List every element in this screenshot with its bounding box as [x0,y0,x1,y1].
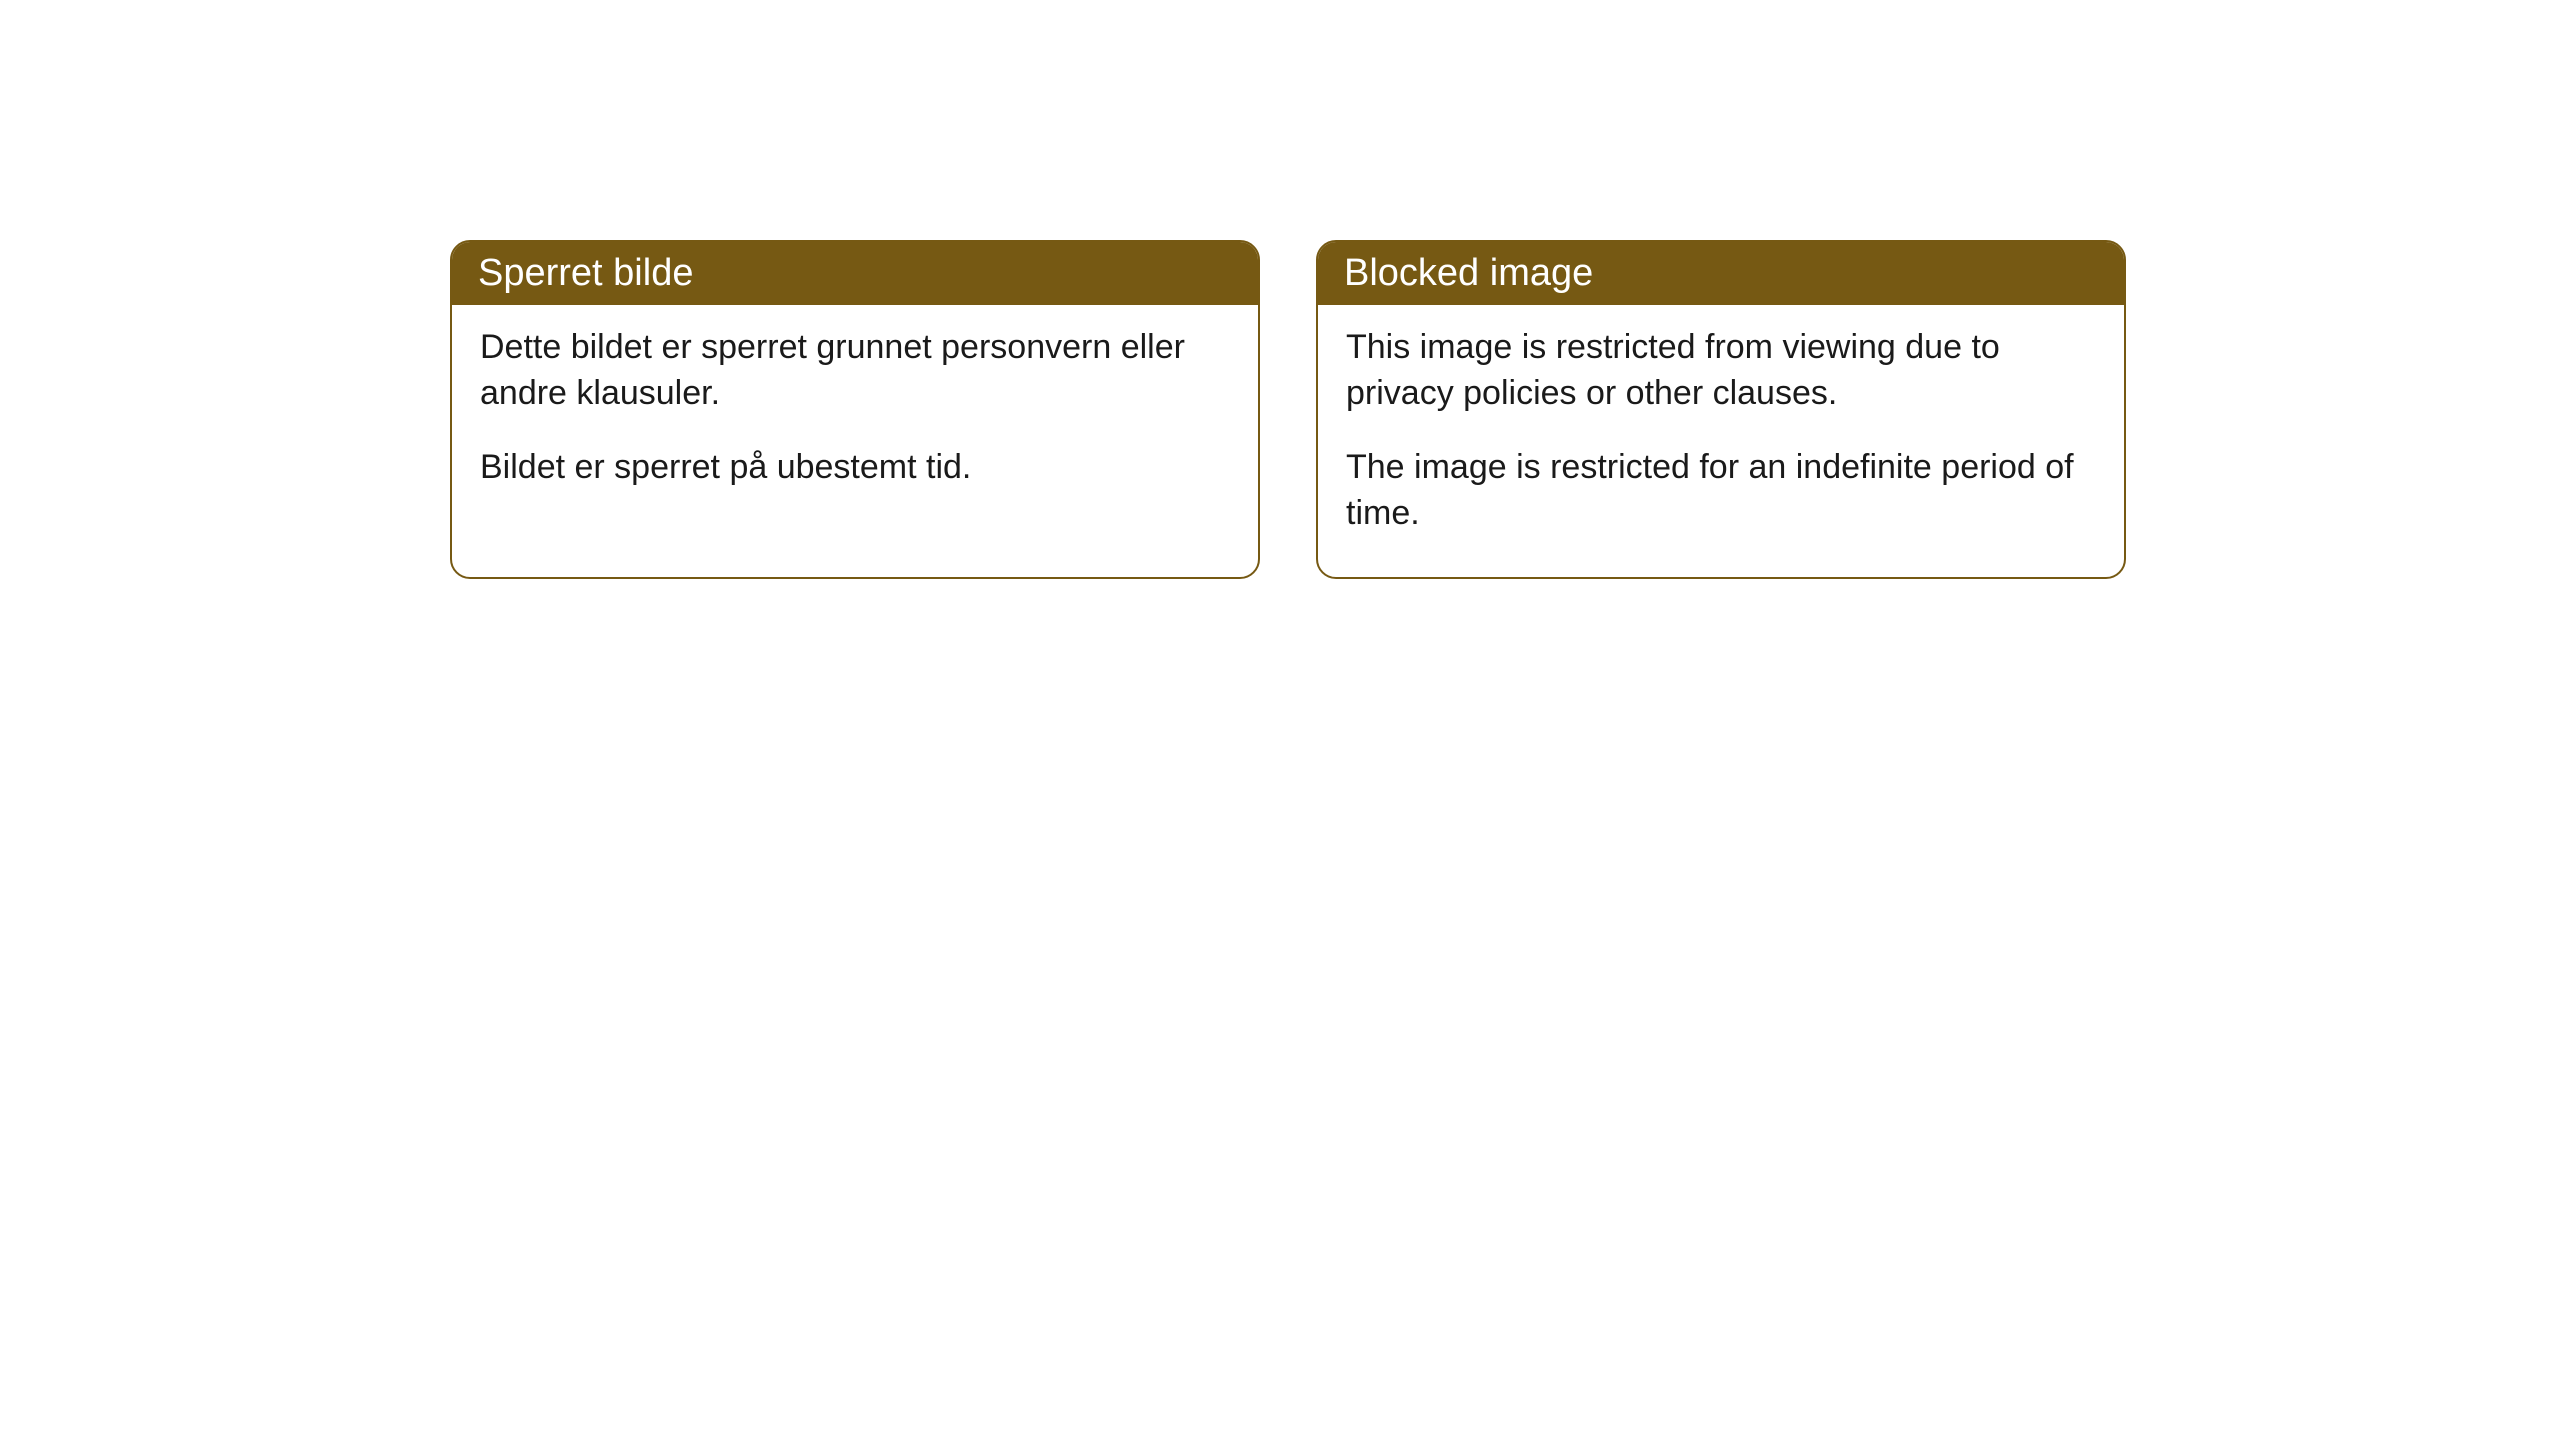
card-header-english: Blocked image [1318,242,2124,305]
blocked-image-card-norwegian: Sperret bilde Dette bildet er sperret gr… [450,240,1260,579]
card-paragraph: Dette bildet er sperret grunnet personve… [480,325,1230,417]
card-paragraph: Bildet er sperret på ubestemt tid. [480,445,1230,491]
card-header-norwegian: Sperret bilde [452,242,1258,305]
card-body-english: This image is restricted from viewing du… [1318,305,2124,577]
blocked-image-card-english: Blocked image This image is restricted f… [1316,240,2126,579]
card-paragraph: This image is restricted from viewing du… [1346,325,2096,417]
notice-cards-container: Sperret bilde Dette bildet er sperret gr… [450,240,2126,579]
card-body-norwegian: Dette bildet er sperret grunnet personve… [452,305,1258,531]
card-paragraph: The image is restricted for an indefinit… [1346,445,2096,537]
